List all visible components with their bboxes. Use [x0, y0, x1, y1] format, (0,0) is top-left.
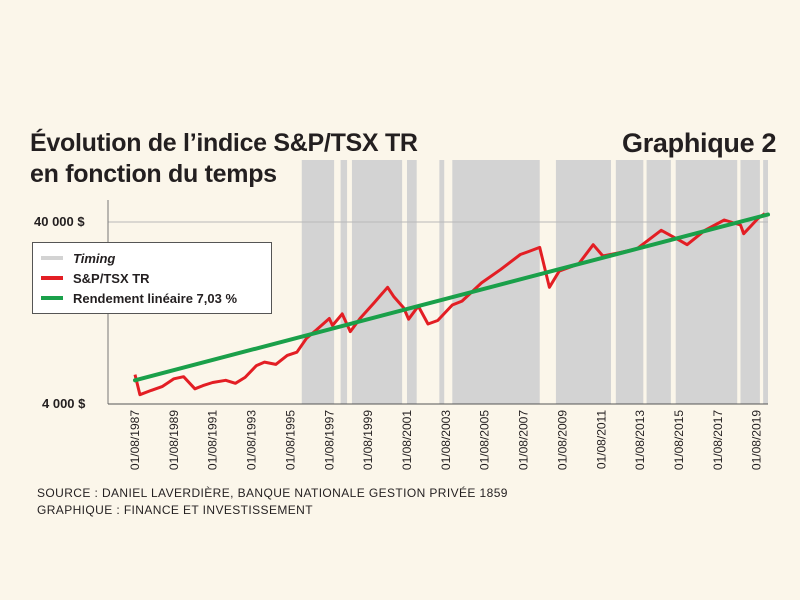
x-tick-label-1995: 01/08/1995	[283, 410, 297, 470]
x-tick-label-1997: 01/08/1997	[322, 410, 336, 470]
source-line: SOURCE : DANIEL LAVERDIÈRE, BANQUE NATIO…	[37, 486, 508, 500]
x-tick-label-2001: 01/08/2001	[400, 410, 414, 470]
x-tick-label-1991: 01/08/1991	[206, 410, 220, 470]
timing-period-bar-5	[439, 160, 445, 404]
x-tick-label-2005: 01/08/2005	[478, 410, 492, 470]
x-tick-label-2019: 01/08/2019	[750, 410, 764, 470]
timing-period-bar-12	[763, 160, 768, 404]
graphic-credit-line: GRAPHIQUE : FINANCE ET INVESTISSEMENT	[37, 503, 313, 517]
chart-title: Évolution de l’indice S&P/TSX TR en fonc…	[30, 128, 418, 190]
chart-legend: Timing S&P/TSX TR Rendement linéaire 7,0…	[32, 242, 272, 314]
legend-item-index: S&P/TSX TR	[41, 268, 271, 288]
legend-item-linear: Rendement linéaire 7,03 %	[41, 288, 271, 308]
chart-plot-area: 01/08/1987 01/08/1989 01/08/1991 01/08/1993…	[107, 160, 770, 470]
legend-swatch-timing	[41, 256, 63, 260]
timing-period-bar-8	[615, 160, 644, 404]
legend-label-timing: Timing	[73, 250, 116, 266]
timing-period-bar-6	[452, 160, 540, 404]
chart-title-line-2: en fonction du temps	[30, 160, 277, 188]
x-tick-label-1993: 01/08/1993	[245, 410, 259, 470]
source-note: SOURCE : DANIEL LAVERDIÈRE, BANQUE NATIO…	[37, 485, 508, 519]
legend-item-timing: Timing	[41, 248, 271, 268]
y-tick-label-4000: 4 000 $	[42, 396, 86, 411]
timing-period-bar-1	[301, 160, 335, 404]
timing-period-bar-7	[555, 160, 611, 404]
timing-period-bar-2	[340, 160, 348, 404]
legend-label-index: S&P/TSX TR	[73, 270, 150, 286]
x-tick-label-1999: 01/08/1999	[361, 410, 375, 470]
chart-title-line-1: Évolution de l’indice S&P/TSX TR	[30, 129, 418, 157]
x-tick-label-1987: 01/08/1987	[128, 410, 142, 470]
legend-label-linear: Rendement linéaire 7,03 %	[73, 290, 238, 306]
x-tick-label-2015: 01/08/2015	[672, 410, 686, 470]
x-tick-label-2017: 01/08/2017	[711, 410, 725, 470]
timing-period-bar-11	[740, 160, 760, 404]
timing-period-bar-3	[351, 160, 403, 404]
x-tick-label-1989: 01/08/1989	[167, 410, 181, 470]
x-tick-label-2011: 01/08/2011	[594, 410, 608, 469]
timing-period-bar-4	[406, 160, 417, 404]
timing-period-bar-9	[646, 160, 671, 404]
legend-swatch-linear	[41, 296, 63, 300]
x-tick-label-2013: 01/08/2013	[633, 410, 647, 470]
x-tick-label-2009: 01/08/2009	[555, 410, 569, 470]
y-tick-label-40000: 40 000 $	[34, 214, 85, 229]
timing-period-bar-10	[675, 160, 738, 404]
legend-swatch-index	[41, 276, 63, 280]
figure-number-badge: Graphique 2	[622, 128, 777, 158]
series-line-rendement-lineaire	[133, 212, 770, 383]
x-tick-label-2003: 01/08/2003	[439, 410, 453, 470]
x-tick-label-2007: 01/08/2007	[517, 410, 531, 470]
